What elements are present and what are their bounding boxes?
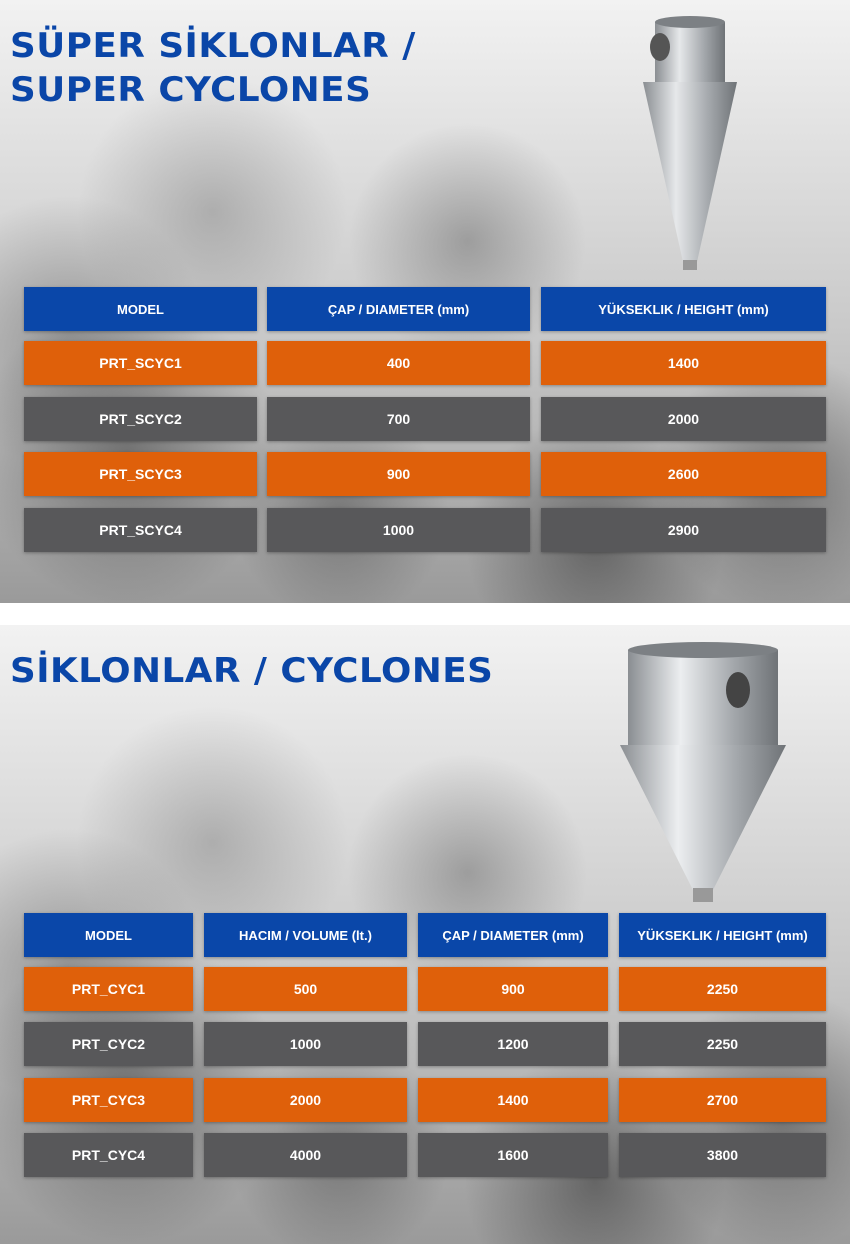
- table-cell: 1000: [204, 1022, 407, 1066]
- table-cell: 1600: [418, 1133, 608, 1177]
- table-cell: 1200: [418, 1022, 608, 1066]
- table-cell: PRT_CYC2: [24, 1022, 193, 1066]
- table-cell: 900: [267, 452, 530, 496]
- super-cyclones-title-line2: SUPER CYCLONES: [10, 70, 372, 110]
- table-cell: PRT_CYC3: [24, 1078, 193, 1122]
- table-cell: 4000: [204, 1133, 407, 1177]
- table-cell: 2000: [204, 1078, 407, 1122]
- table-cell: PRT_SCYC4: [24, 508, 257, 552]
- table-cell: 700: [267, 397, 530, 441]
- super-cyclones-section: SÜPER SİKLONLAR / SUPER CYCLONES MODEL ÇA…: [0, 0, 850, 603]
- table-header-cell: YÜKSEKLIK / HEIGHT (mm): [619, 913, 826, 957]
- table-cell: 500: [204, 967, 407, 1011]
- table-cell: PRT_CYC1: [24, 967, 193, 1011]
- table-cell: PRT_SCYC2: [24, 397, 257, 441]
- table-header-cell: MODEL: [24, 913, 193, 957]
- table-header-cell: ÇAP / DIAMETER (mm): [267, 287, 530, 331]
- table-cell: 2250: [619, 1022, 826, 1066]
- table-cell: 3800: [619, 1133, 826, 1177]
- table-cell: PRT_CYC4: [24, 1133, 193, 1177]
- cyclones-title: SİKLONLAR / CYCLONES: [10, 651, 494, 691]
- table-header-cell: ÇAP / DIAMETER (mm): [418, 913, 608, 957]
- super-cyclones-title-line1: SÜPER SİKLONLAR /: [10, 26, 416, 66]
- table-cell: 2700: [619, 1078, 826, 1122]
- table-cell: 1400: [418, 1078, 608, 1122]
- table-header-cell: HACIM / VOLUME (lt.): [204, 913, 407, 957]
- cyclone-image: [620, 642, 786, 902]
- cyclones-section: SİKLONLAR / CYCLONES MODEL HACIM / VOLUME…: [0, 625, 850, 1244]
- table-cell: PRT_SCYC1: [24, 341, 257, 385]
- table-cell: 2600: [541, 452, 826, 496]
- table-cell: 2000: [541, 397, 826, 441]
- table-cell: 1400: [541, 341, 826, 385]
- super-cyclone-image: [643, 16, 737, 270]
- table-header-cell: MODEL: [24, 287, 257, 331]
- table-cell: 2900: [541, 508, 826, 552]
- table-cell: PRT_SCYC3: [24, 452, 257, 496]
- table-cell: 400: [267, 341, 530, 385]
- table-cell: 900: [418, 967, 608, 1011]
- table-cell: 2250: [619, 967, 826, 1011]
- table-header-cell: YÜKSEKLIK / HEIGHT (mm): [541, 287, 826, 331]
- table-cell: 1000: [267, 508, 530, 552]
